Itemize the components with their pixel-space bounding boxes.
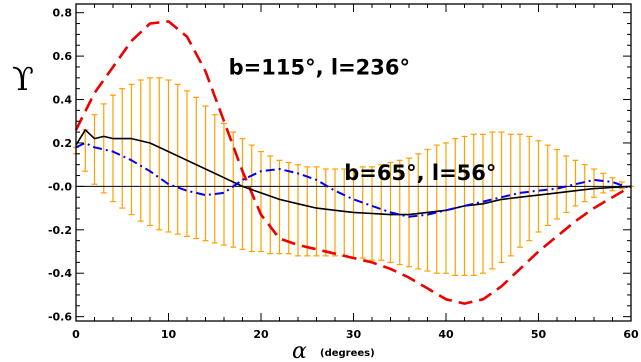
x-tick-label: 20: [253, 328, 269, 341]
series-line-dashdot: [75, 142, 632, 218]
axes: 0 10 20 30 40 50 60 -0.6 -0.4 -0.2 -0.0 0.2 0.4 0.6 0.…: [48, 3, 639, 341]
x-axis-label: α: [292, 339, 307, 362]
y-tick-label: 0.2: [53, 137, 73, 150]
annotation-label: b=115°, l=236°: [229, 56, 410, 80]
series-line-solid: [75, 129, 632, 216]
y-tick-label: -0.6: [48, 311, 72, 324]
y-tick-label: -0.4: [48, 267, 72, 280]
x-axis-unit: (degrees): [320, 348, 375, 359]
x-tick-label: 10: [161, 328, 177, 341]
y-tick-label: 0.8: [53, 7, 73, 20]
y-tick-label: 0.4: [53, 94, 73, 107]
labels: ϒ α (degrees) b=115°, l=236° b=65°, l=56°: [12, 56, 496, 362]
y-tick-label: -0.2: [48, 224, 72, 237]
y-tick-label: -0.0: [48, 180, 72, 193]
x-tick-label: 50: [531, 328, 547, 341]
x-tick-label: 60: [623, 328, 639, 341]
y-tick-label: 0.6: [53, 50, 73, 63]
y-axis-label: ϒ: [12, 60, 34, 98]
annotation-label: b=65°, l=56°: [344, 161, 496, 185]
x-tick-label: 40: [438, 328, 454, 341]
series-layer: [74, 20, 632, 305]
x-tick-label: 0: [72, 328, 80, 341]
series-line-dashed: [74, 20, 632, 305]
x-tick-label: 30: [346, 328, 362, 341]
